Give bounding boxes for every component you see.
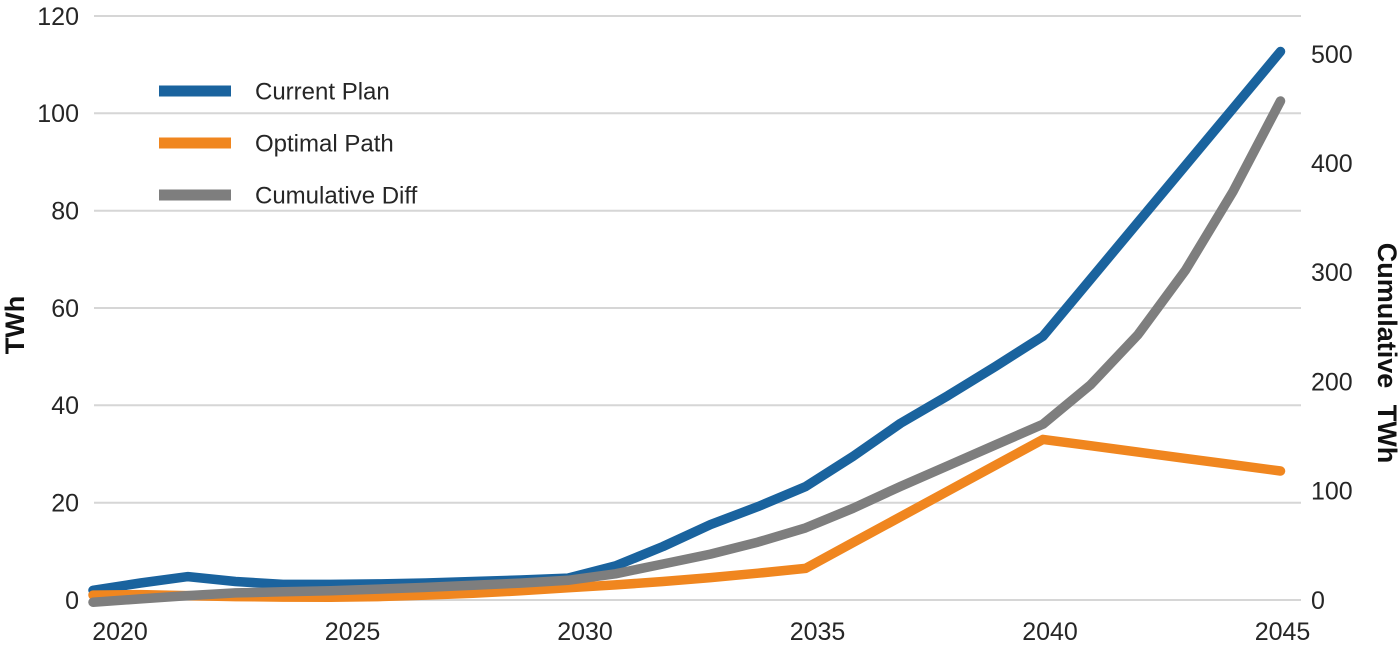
right-axis-tick-label: 300	[1311, 259, 1353, 287]
legend-label: Current Plan	[255, 78, 390, 105]
left-axis-tick-label: 20	[51, 489, 79, 517]
x-axis-tick-label: 2030	[557, 618, 613, 646]
x-axis-tick-label: 2025	[325, 618, 381, 646]
legend-swatch-cumulative-diff	[159, 189, 231, 201]
right-axis-tick-label: 200	[1311, 368, 1353, 396]
right-axis-tick-label: 0	[1311, 587, 1325, 615]
right-axis-tick-label: 100	[1311, 478, 1353, 506]
left-axis-title: TWh	[0, 296, 30, 354]
legend-label: Cumulative Diff	[255, 182, 418, 209]
legend-label: Optimal Path	[255, 130, 394, 157]
series-line-optimal-path	[88, 434, 1286, 603]
legend-item-current-plan[interactable]: Current Plan	[159, 78, 390, 105]
legend-swatch-current-plan	[159, 85, 231, 97]
legend-item-optimal-path[interactable]: Optimal Path	[159, 130, 394, 157]
right-axis-tick-label: 500	[1311, 41, 1353, 69]
left-axis-tick-label: 120	[37, 3, 79, 31]
right-axis-tick-label: 400	[1311, 150, 1353, 178]
x-axis-tick-label: 2045	[1255, 618, 1311, 646]
series-line-cumulative-diff	[88, 96, 1286, 607]
series-line-current-plan	[88, 46, 1286, 596]
x-axis-tick-label: 2020	[92, 618, 148, 646]
right-axis-title: Cumulative TWh	[1372, 243, 1400, 464]
left-axis-tick-label: 60	[51, 295, 79, 323]
x-axis-tick-label: 2040	[1022, 618, 1078, 646]
left-axis-tick-label: 0	[65, 587, 79, 615]
legend-swatch-optimal-path	[159, 137, 231, 149]
left-axis-tick-label: 40	[51, 392, 79, 420]
x-axis-tick-label: 2035	[790, 618, 846, 646]
left-axis-tick-label: 100	[37, 100, 79, 128]
left-axis-tick-label: 80	[51, 197, 79, 225]
legend-item-cumulative-diff[interactable]: Cumulative Diff	[159, 182, 418, 209]
